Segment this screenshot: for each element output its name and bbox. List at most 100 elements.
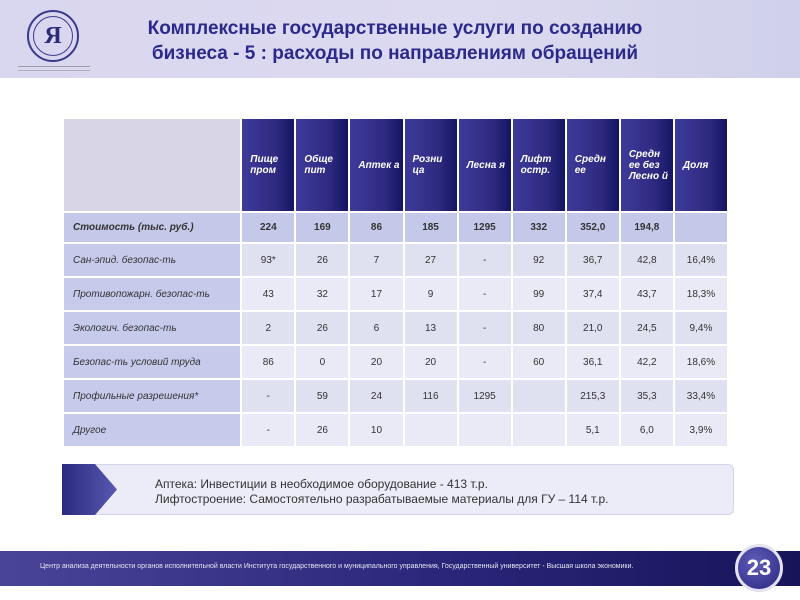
row-label: Другое <box>64 414 241 446</box>
column-header: Обще пит <box>296 119 349 211</box>
note-line-2: Лифтостроение: Самостоятельно разрабатыв… <box>155 492 609 506</box>
table-cell: 194,8 <box>620 213 673 242</box>
table-cell: 13 <box>404 312 457 344</box>
table-cell: - <box>458 278 511 310</box>
table-cell: 24 <box>350 380 403 412</box>
table-row: Стоимость (тыс. руб.) 224 169 86 185 1295 332 3… <box>64 213 727 242</box>
table-cell: 26 <box>296 414 349 446</box>
logo-caption <box>18 66 90 71</box>
column-header: Средн ее <box>566 119 619 211</box>
table-cell: 116 <box>404 380 457 412</box>
table-row: Другое -26 10 5,1 6,0 3,9% <box>64 414 727 446</box>
table-cell: 215,3 <box>566 380 619 412</box>
table-cell: - <box>458 312 511 344</box>
table-cell: 60 <box>512 346 565 378</box>
table-cell: - <box>242 414 295 446</box>
table-cell: 1295 <box>458 380 511 412</box>
table-cell: 35,3 <box>620 380 673 412</box>
table-cell: 20 <box>350 346 403 378</box>
table-cell: 224 <box>242 213 295 242</box>
table-cell: 33,4% <box>674 380 727 412</box>
table-cell <box>458 414 511 446</box>
table-cell <box>512 414 565 446</box>
table-cell: 3,9% <box>674 414 727 446</box>
table-cell: 332 <box>512 213 565 242</box>
row-label: Противопожарн. безопас-ть <box>64 278 241 310</box>
table-cell: 26 <box>296 312 349 344</box>
table-cell: 32 <box>296 278 349 310</box>
row-label: Профильные разрешения* <box>64 380 241 412</box>
row-label: Стоимость (тыс. руб.) <box>64 213 241 242</box>
table-row: Профильные разрешения* -59 24 116 1295 215,3 3… <box>64 380 727 412</box>
table-cell: 42,8 <box>620 244 673 276</box>
table-row: Противопожарн. безопас-ть 43 32 17 9-99 37,4 4… <box>64 278 727 310</box>
column-header: Доля <box>674 119 727 211</box>
table-cell: 86 <box>350 213 403 242</box>
logo-emblem: Я <box>33 16 73 56</box>
header-corner <box>64 119 241 211</box>
title-line-2: бизнеса - 5 : расходы по направлениям об… <box>151 43 639 64</box>
table-cell: 18,6% <box>674 346 727 378</box>
table-cell: - <box>242 380 295 412</box>
table-cell: 6,0 <box>620 414 673 446</box>
table-row: Безопас-ть условий труда 86 0 20 20-60 36,1 42… <box>64 346 727 378</box>
title-line-1: Комплексные государственные услуги по со… <box>147 18 643 39</box>
table-cell: - <box>458 244 511 276</box>
table-cell: 36,7 <box>566 244 619 276</box>
column-header: Розни ца <box>404 119 457 211</box>
university-logo: Я <box>27 10 79 62</box>
table-cell: 20 <box>404 346 457 378</box>
column-header: Средн ее без Лесно й <box>620 119 673 211</box>
note-text: Аптека: Инвестиции в необходимое оборудо… <box>155 477 609 507</box>
table-cell: - <box>458 346 511 378</box>
table-cell: 43,7 <box>620 278 673 310</box>
table-cell: 352,0 <box>566 213 619 242</box>
header-band <box>0 0 800 78</box>
table-cell: 99 <box>512 278 565 310</box>
table-cell: 9,4% <box>674 312 727 344</box>
table-row: Сан-эпид. безопас-ть 93* 26 7 27-92 36,7 42,8 1… <box>64 244 727 276</box>
table-cell: 24,5 <box>620 312 673 344</box>
table-cell: 80 <box>512 312 565 344</box>
page-number: 23 <box>735 544 783 592</box>
table-cell: 21,0 <box>566 312 619 344</box>
table-cell: 27 <box>404 244 457 276</box>
table-cell: 43 <box>242 278 295 310</box>
table-cell: 6 <box>350 312 403 344</box>
column-header: Аптек а <box>350 119 403 211</box>
note-box <box>62 464 734 515</box>
table-cell: 169 <box>296 213 349 242</box>
table-cell: 1295 <box>458 213 511 242</box>
table-cell: 86 <box>242 346 295 378</box>
table-cell: 93* <box>242 244 295 276</box>
table-cell: 16,4% <box>674 244 727 276</box>
table-cell: 7 <box>350 244 403 276</box>
row-label: Экологич. безопас-ть <box>64 312 241 344</box>
table-cell: 0 <box>296 346 349 378</box>
footer-text: Центр анализа деятельности органов испол… <box>40 563 634 570</box>
table-cell: 42,2 <box>620 346 673 378</box>
table-cell: 36,1 <box>566 346 619 378</box>
table-cell: 5,1 <box>566 414 619 446</box>
table-cell: 17 <box>350 278 403 310</box>
row-label: Безопас-ть условий труда <box>64 346 241 378</box>
column-header: Лифт остр. <box>512 119 565 211</box>
table-cell: 10 <box>350 414 403 446</box>
table-cell: 185 <box>404 213 457 242</box>
row-label: Сан-эпид. безопас-ть <box>64 244 241 276</box>
table-cell: 26 <box>296 244 349 276</box>
note-line-1: Аптека: Инвестиции в необходимое оборудо… <box>155 477 488 491</box>
table-cell: 92 <box>512 244 565 276</box>
table-cell <box>404 414 457 446</box>
table-cell: 2 <box>242 312 295 344</box>
page-title: Комплексные государственные услуги по со… <box>100 16 690 66</box>
table-cell <box>674 213 727 242</box>
footer-bar <box>0 551 800 586</box>
table-cell: 18,3% <box>674 278 727 310</box>
table-cell: 37,4 <box>566 278 619 310</box>
table-cell: 9 <box>404 278 457 310</box>
table-row: Экологич. безопас-ть 2 26 6 13-80 21,0 24,5 9,4… <box>64 312 727 344</box>
table-cell <box>512 380 565 412</box>
column-header: Пище пром <box>242 119 295 211</box>
